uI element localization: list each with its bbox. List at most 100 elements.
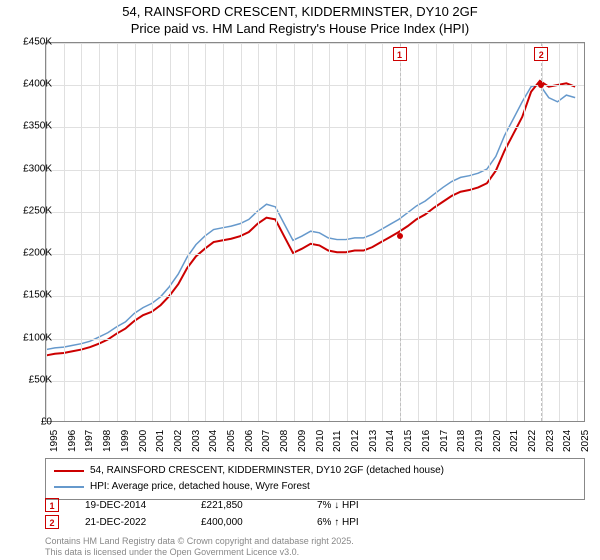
gridline-h: [46, 339, 584, 340]
gridline-v: [46, 43, 47, 421]
gridline-v: [471, 43, 472, 421]
x-axis-label: 2008: [279, 430, 290, 452]
sale-date: 21-DEC-2022: [85, 517, 175, 528]
gridline-v: [223, 43, 224, 421]
gridline-v: [241, 43, 242, 421]
y-axis-label: £400K: [7, 79, 52, 90]
sale-badge: 2: [45, 515, 59, 529]
gridline-v: [382, 43, 383, 421]
x-axis-label: 2025: [580, 430, 591, 452]
x-axis-label: 2010: [315, 430, 326, 452]
title-line-2: Price paid vs. HM Land Registry's House …: [0, 21, 600, 38]
gridline-v: [258, 43, 259, 421]
series-hpi: [46, 85, 575, 350]
x-axis-label: 2005: [226, 430, 237, 452]
title-line-1: 54, RAINSFORD CRESCENT, KIDDERMINSTER, D…: [0, 4, 600, 21]
x-axis-label: 2023: [545, 430, 556, 452]
footer-line-1: Contains HM Land Registry data © Crown c…: [45, 536, 354, 547]
gridline-h: [46, 85, 584, 86]
x-axis-label: 2000: [138, 430, 149, 452]
gridline-v: [559, 43, 560, 421]
sale-price: £221,850: [201, 500, 291, 511]
x-axis-label: 2022: [527, 430, 538, 452]
x-axis-label: 2014: [385, 430, 396, 452]
gridline-v: [577, 43, 578, 421]
gridline-v: [453, 43, 454, 421]
x-axis-label: 2009: [297, 430, 308, 452]
gridline-v: [418, 43, 419, 421]
title-block: 54, RAINSFORD CRESCENT, KIDDERMINSTER, D…: [0, 0, 600, 38]
gridline-v: [294, 43, 295, 421]
x-axis-label: 2017: [439, 430, 450, 452]
sale-marker: [538, 82, 544, 88]
x-axis-label: 2002: [173, 430, 184, 452]
legend-row: HPI: Average price, detached house, Wyre…: [54, 479, 576, 495]
x-axis-label: 1997: [84, 430, 95, 452]
gridline-v: [312, 43, 313, 421]
gridline-h: [46, 254, 584, 255]
y-axis-label: £150K: [7, 290, 52, 301]
chart-container: 54, RAINSFORD CRESCENT, KIDDERMINSTER, D…: [0, 0, 600, 560]
x-axis-label: 1998: [102, 430, 113, 452]
x-axis-label: 2011: [332, 430, 343, 452]
x-axis-label: 2018: [456, 430, 467, 452]
y-axis-label: £250K: [7, 205, 52, 216]
x-axis-label: 2006: [244, 430, 255, 452]
gridline-h: [46, 381, 584, 382]
x-axis-label: 2024: [562, 430, 573, 452]
x-axis-label: 2003: [191, 430, 202, 452]
x-axis-label: 2004: [208, 430, 219, 452]
reference-badge: 1: [393, 47, 407, 61]
x-axis-label: 1999: [120, 430, 131, 452]
y-axis-label: £200K: [7, 248, 52, 259]
gridline-h: [46, 127, 584, 128]
footer-text: Contains HM Land Registry data © Crown c…: [45, 536, 354, 558]
gridline-h: [46, 170, 584, 171]
gridline-v: [99, 43, 100, 421]
gridline-h: [46, 43, 584, 44]
gridline-v: [329, 43, 330, 421]
gridline-v: [117, 43, 118, 421]
y-axis-label: £450K: [7, 37, 52, 48]
chart-svg: [46, 43, 584, 421]
y-axis-label: £50K: [7, 374, 52, 385]
legend-row: 54, RAINSFORD CRESCENT, KIDDERMINSTER, D…: [54, 463, 576, 479]
x-axis-label: 2021: [509, 430, 520, 452]
sale-badge: 1: [45, 498, 59, 512]
y-axis-label: £300K: [7, 163, 52, 174]
sale-row: 1 19-DEC-2014 £221,850 7% ↓ HPI: [45, 498, 397, 512]
gridline-v: [205, 43, 206, 421]
legend-box: 54, RAINSFORD CRESCENT, KIDDERMINSTER, D…: [45, 458, 585, 500]
x-axis-label: 2019: [474, 430, 485, 452]
x-axis-label: 2007: [261, 430, 272, 452]
series-price_paid: [46, 81, 575, 356]
gridline-v: [81, 43, 82, 421]
y-axis-label: £100K: [7, 332, 52, 343]
x-axis-label: 2015: [403, 430, 414, 452]
sale-diff: 6% ↑ HPI: [317, 517, 397, 528]
x-axis-label: 1996: [67, 430, 78, 452]
sale-date: 19-DEC-2014: [85, 500, 175, 511]
reference-badge: 2: [534, 47, 548, 61]
x-axis-label: 2013: [368, 430, 379, 452]
x-axis-label: 2012: [350, 430, 361, 452]
legend-label: 54, RAINSFORD CRESCENT, KIDDERMINSTER, D…: [90, 463, 444, 479]
gridline-v: [64, 43, 65, 421]
gridline-v: [524, 43, 525, 421]
gridline-v: [135, 43, 136, 421]
gridline-v: [506, 43, 507, 421]
sales-table: 1 19-DEC-2014 £221,850 7% ↓ HPI 2 21-DEC-2022…: [45, 498, 397, 532]
gridline-v: [188, 43, 189, 421]
sale-diff: 7% ↓ HPI: [317, 500, 397, 511]
y-axis-label: £350K: [7, 121, 52, 132]
gridline-v: [170, 43, 171, 421]
gridline-v: [152, 43, 153, 421]
gridline-h: [46, 212, 584, 213]
y-axis-label: £0: [7, 417, 52, 428]
gridline-v: [436, 43, 437, 421]
x-axis-label: 2016: [421, 430, 432, 452]
footer-line-2: This data is licensed under the Open Gov…: [45, 547, 354, 558]
x-axis-label: 2020: [492, 430, 503, 452]
x-axis-label: 1995: [49, 430, 60, 452]
gridline-h: [46, 296, 584, 297]
